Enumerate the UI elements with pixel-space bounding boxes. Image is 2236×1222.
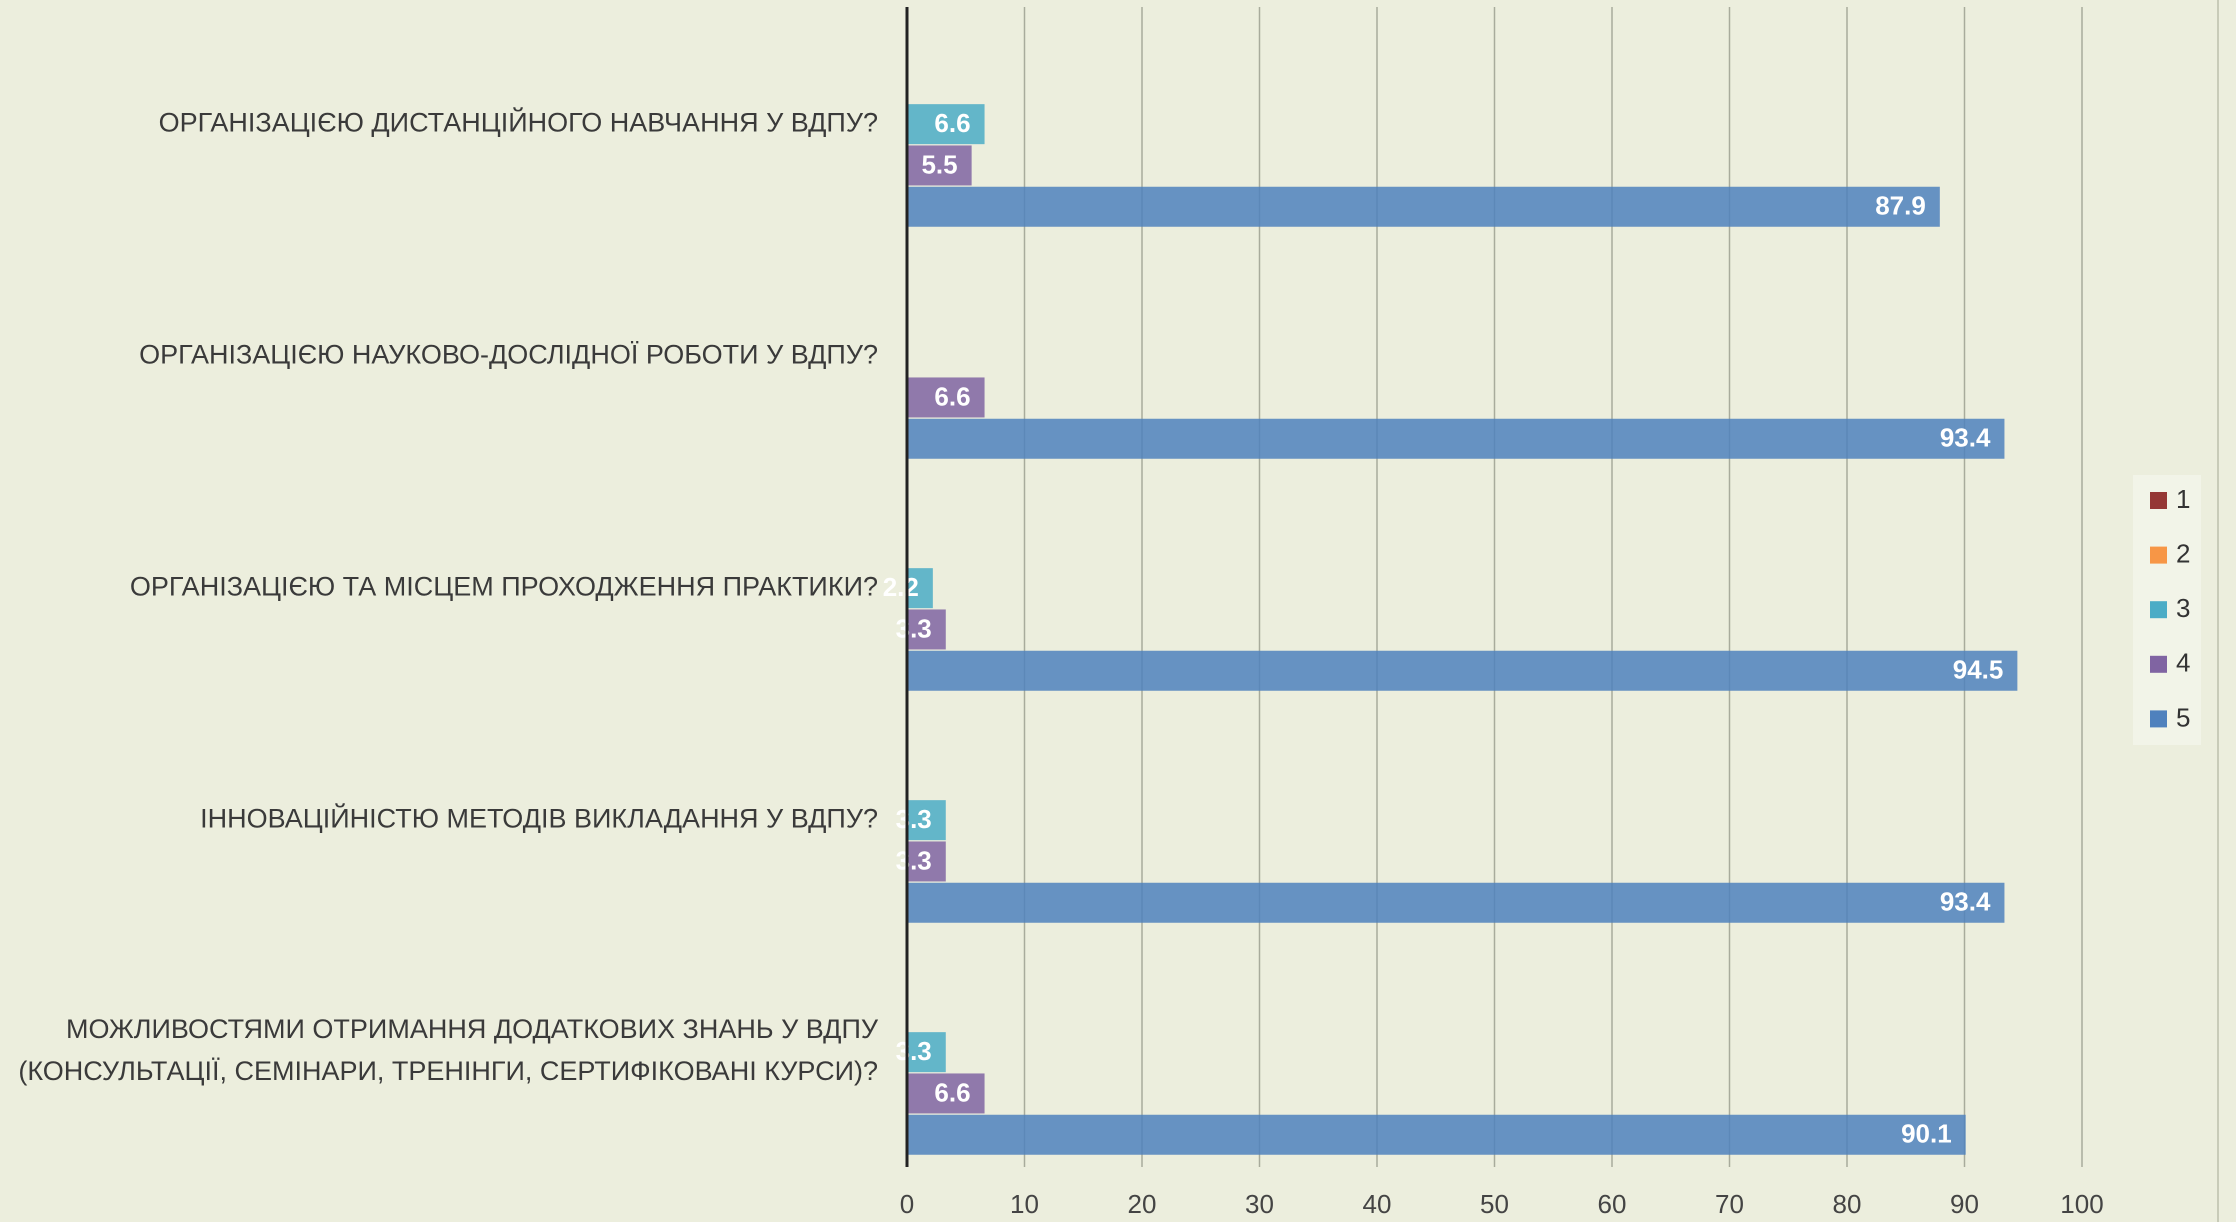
x-tick-label: 100 [2060,1189,2103,1219]
data-label: 2.2 [883,572,919,602]
legend-swatch [2150,546,2167,564]
data-label: 3.3 [896,845,932,875]
data-label: 6.6 [934,108,970,138]
bar [907,1114,1966,1155]
bar [907,1073,985,1114]
category-label: ОРГАНІЗАЦІЄЮ ДИСТАНЦІЙНОГО НАВЧАННЯ У ВД… [159,106,878,137]
bar [907,418,2005,459]
data-label: 3.3 [896,613,932,643]
bar [907,800,946,841]
category-label-line: (КОНСУЛЬТАЦІЇ, СЕМІНАРИ, ТРЕНІНГИ, СЕРТИ… [18,1056,878,1086]
x-tick-label: 30 [1245,1189,1274,1219]
legend-label: 1 [2176,484,2190,514]
bar [907,609,946,650]
data-label: 6.6 [934,381,970,411]
data-label: 93.4 [1940,423,1991,453]
bar [907,841,946,882]
legend-swatch [2150,710,2167,728]
data-label: 87.9 [1875,191,1926,221]
x-tick-label: 0 [900,1189,914,1219]
bar [907,186,1940,227]
bar [907,1032,946,1073]
x-tick-label: 10 [1010,1189,1039,1219]
data-label: 93.4 [1940,887,1991,917]
bar [907,104,985,145]
data-label: 5.5 [921,149,957,179]
x-tick-label: 70 [1715,1189,1744,1219]
legend-label: 2 [2176,538,2190,568]
bar [907,145,972,186]
bar [907,568,933,609]
category-label: ІННОВАЦІЙНІСТЮ МЕТОДІВ ВИКЛАДАННЯ У ВДПУ… [200,802,878,833]
data-label: 90.1 [1901,1119,1952,1149]
x-tick-label: 20 [1128,1189,1157,1219]
legend-swatch [2150,492,2167,509]
data-label: 94.5 [1953,655,2004,685]
x-tick-label: 60 [1598,1189,1627,1219]
legend-label: 5 [2176,702,2190,732]
x-tick-label: 50 [1480,1189,1509,1219]
data-label: 3.3 [896,804,932,834]
x-tick-label: 80 [1833,1189,1862,1219]
x-tick-label: 90 [1950,1189,1979,1219]
legend-label: 4 [2176,648,2190,678]
legend-swatch [2150,655,2167,673]
bar [907,882,2005,923]
data-label: 3.3 [896,1036,932,1066]
bar [907,650,2018,691]
bar [907,377,985,418]
data-label: 6.6 [934,1077,970,1107]
category-label-line: МОЖЛИВОСТЯМИ ОТРИМАННЯ ДОДАТКОВИХ ЗНАНЬ … [66,1014,879,1044]
category-label: ОРГАНІЗАЦІЄЮ ТА МІСЦЕМ ПРОХОДЖЕННЯ ПРАКТ… [130,571,878,601]
legend-swatch [2150,601,2167,619]
category-label: МОЖЛИВОСТЯМИ ОТРИМАННЯ ДОДАТКОВИХ ЗНАНЬ … [18,1014,878,1086]
category-label: ОРГАНІЗАЦІЄЮ НАУКОВО-ДОСЛІДНОЇ РОБОТИ У … [139,339,878,369]
x-tick-label: 40 [1363,1189,1392,1219]
legend-label: 3 [2176,593,2190,623]
